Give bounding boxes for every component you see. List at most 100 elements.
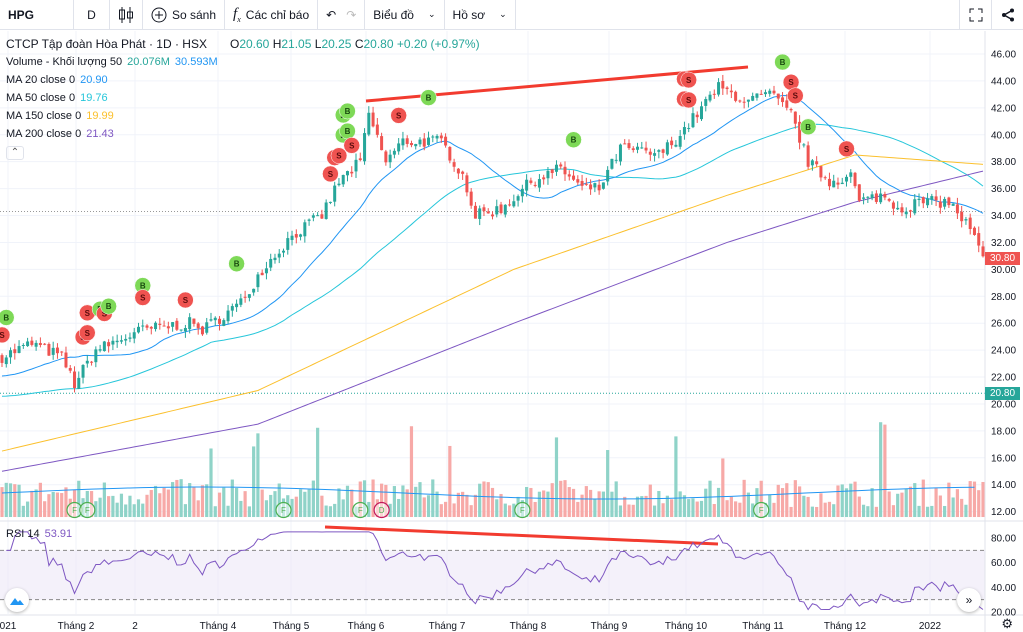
candle-body [397,143,401,152]
candle-body [128,337,132,339]
candle-body [913,199,917,214]
ma-value: 19.99 [86,110,114,122]
volume-bar [823,502,827,518]
candle-body [252,288,256,293]
scroll-to-start-button[interactable] [5,588,29,612]
volume-bar [797,486,802,518]
volume-bar [746,492,751,518]
candle-body [781,97,785,103]
scroll-to-realtime-button[interactable]: » [957,588,981,612]
interval-button[interactable]: D [74,0,110,30]
ma-legend-row[interactable]: MA 150 close 0 19.99 [6,107,480,125]
volume-bar [469,505,473,518]
compare-button[interactable]: So sánh [143,0,226,30]
volume-bar [141,503,145,518]
buy-signal-marker: B [565,131,582,148]
candle-body [964,219,968,221]
volume-bar [290,498,294,518]
signal-circle [0,309,15,326]
volume-bar [507,505,512,518]
settings-gear-icon[interactable]: ⚙ [1001,616,1013,631]
candle-body [34,342,38,347]
candle-body [260,272,264,276]
ma-label: MA 50 close 0 [6,92,76,104]
volume-bar [196,500,200,518]
indicators-button[interactable]: fx Các chỉ báo [225,0,319,30]
signal-label: S [788,78,794,87]
candle-body [746,99,750,102]
candle-body [900,207,904,213]
candle-body [806,145,810,167]
volume-bar [708,480,712,518]
signal-label: S [140,294,146,303]
redo-icon[interactable]: ↷ [346,7,357,22]
chart-type-button[interactable] [110,0,143,30]
signal-circle [565,131,582,148]
share-button[interactable] [991,0,1023,30]
symbol-search-button[interactable]: HPG [0,0,74,30]
volume-bar [145,494,149,518]
fullscreen-button[interactable] [959,0,991,30]
candle-body [512,201,516,207]
candle-body [482,207,486,212]
candle-body [115,340,119,343]
volume-bar [610,491,614,518]
price-axis-label: 32.00 [991,238,1016,249]
candle-body [734,91,738,101]
candle-body [533,184,537,186]
time-axis-label: Tháng 6 [348,621,385,632]
candle-body [414,144,418,147]
candle-body [763,92,767,95]
price-axis-label: 42.00 [991,103,1016,114]
candle-body [495,206,499,215]
undo-icon[interactable]: ↶ [326,7,337,22]
volume-bar [627,504,631,518]
trend-line-rsi-divergence [324,525,719,546]
candle-body [845,176,849,182]
candle-body [307,219,311,221]
candle-body [222,320,226,326]
ma-legend-row[interactable]: MA 20 close 0 20.90 [6,71,480,89]
candle-body [179,329,183,331]
collapse-legend-button[interactable]: ⌃ [6,146,24,160]
price-chart[interactable]: SBSSSBSBBSSBSSSBBBBSSBBSSSSBSSBSFFFFDFF4… [0,31,1023,632]
volume-legend[interactable]: Volume - Khối lượng 50 20.076M 30.593M [6,56,218,68]
volume-bar [755,488,759,518]
signal-circle [330,147,348,164]
candle-body [691,113,695,128]
profile-menu-button[interactable]: Hồ sơ ⌄ [445,0,516,30]
candle-body [205,322,209,333]
ref-price-tag: 20.80 [985,387,1020,400]
volume-bar [874,506,878,518]
signal-circle [79,324,96,342]
volume-bar [900,492,904,518]
ma-legend-row[interactable]: MA 50 close 0 19.76 [6,89,480,107]
sell-signal-marker: S [79,304,96,322]
candle-body [333,185,337,202]
chevron-down-icon: ⌄ [499,9,507,19]
candle-body [712,93,716,95]
volume-bar [964,504,968,518]
volume-bar [977,490,981,518]
chart-menu-label: Biểu đồ [373,7,414,22]
volume-bar [30,490,34,518]
volume-bar [776,484,780,518]
volume-bar [307,489,311,518]
candle-body [798,121,802,143]
chart-menu-button[interactable]: Biểu đồ ⌄ [365,0,445,30]
volume-bar [917,505,921,518]
volume-bar [439,504,443,518]
volume-bar [652,505,657,518]
ma-legend-row[interactable]: MA 200 close 0 21.43 [6,125,480,143]
volume-bar [269,494,273,518]
volume-bar [601,491,605,518]
rsi-legend[interactable]: RSI 14 53.91 [6,528,73,540]
ma-label: MA 200 close 0 [6,128,82,140]
price-axis-label: 36.00 [991,184,1016,195]
candle-body [51,347,55,355]
volume-bar [34,489,38,518]
volume-bar [362,480,367,518]
candle-body [572,175,576,180]
volume-bar [4,482,8,518]
candle-body [47,343,51,356]
